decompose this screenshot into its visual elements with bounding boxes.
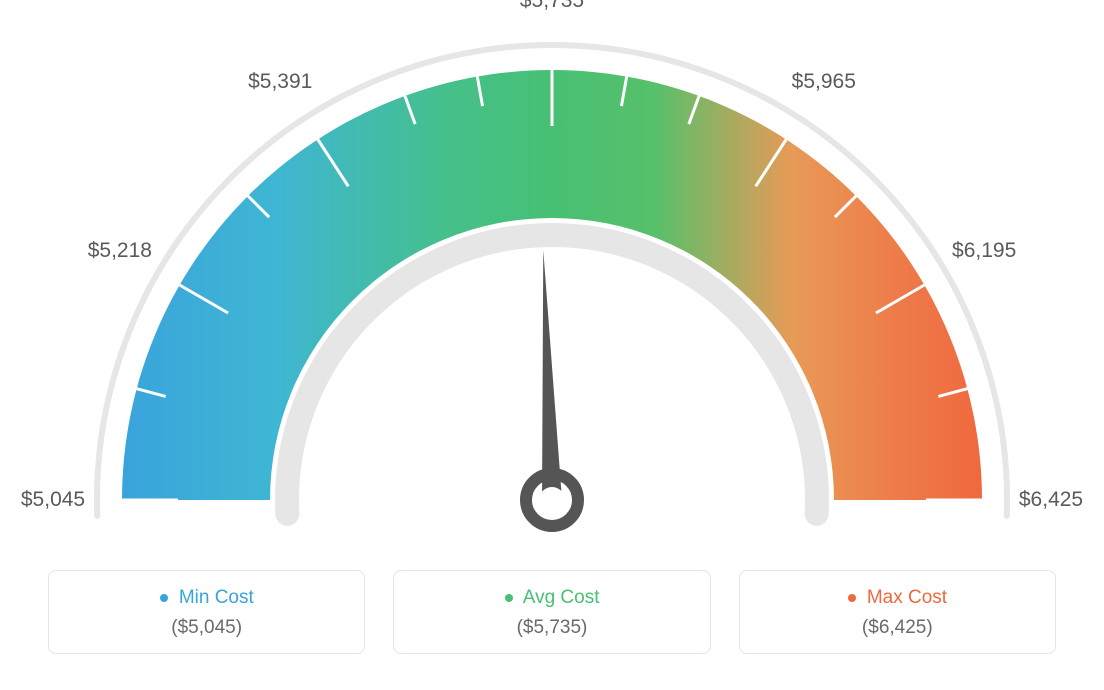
legend-max-card: Max Cost ($6,425) [739,570,1056,654]
legend-avg-card: Avg Cost ($5,735) [393,570,710,654]
legend-min-title: Min Cost [61,587,352,609]
legend-avg-value: ($5,735) [406,617,697,639]
gauge-tick-label: $5,735 [520,0,584,13]
legend-max-title-text: Max Cost [867,587,947,608]
legend-max-dot-icon [848,594,856,602]
gauge-tick-label: $5,391 [248,70,312,94]
legend-avg-dot-icon [505,594,513,602]
gauge-tick-label: $5,218 [88,239,152,263]
gauge-tick-label: $6,195 [952,239,1016,263]
legend-min-dot-icon [160,594,168,602]
legend-avg-title-text: Avg Cost [523,587,600,608]
legend-avg-title: Avg Cost [406,587,697,609]
legend-max-value: ($6,425) [752,617,1043,639]
legend-min-title-text: Min Cost [179,587,254,608]
gauge-tick-label: $6,425 [1019,488,1083,512]
gauge-chart: $5,045 $5,218 $5,391 $5,735 $5,965 $6,195 $6,4… [0,0,1104,560]
gauge-tick-label: $5,045 [21,488,85,512]
legend-row: Min Cost ($5,045) Avg Cost ($5,735) Max … [0,570,1104,654]
legend-max-title: Max Cost [752,587,1043,609]
legend-min-card: Min Cost ($5,045) [48,570,365,654]
gauge-tick-label: $5,965 [792,70,856,94]
legend-min-value: ($5,045) [61,617,352,639]
gauge-svg [0,0,1104,560]
